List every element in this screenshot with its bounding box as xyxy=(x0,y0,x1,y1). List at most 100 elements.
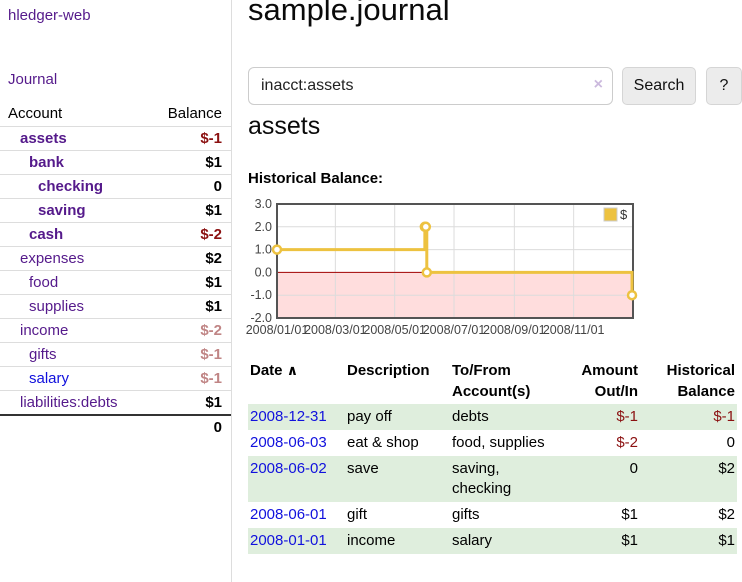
account-row: liabilities:debts $1 xyxy=(0,390,231,414)
account-link[interactable]: liabilities:debts xyxy=(20,394,118,411)
brand-link[interactable]: hledger-web xyxy=(8,7,91,24)
account-row: supplies $1 xyxy=(0,294,231,318)
sort-ascending-icon: ∧ xyxy=(286,362,299,378)
account-heading: assets xyxy=(248,112,321,140)
transaction-date-link[interactable]: 2008-06-03 xyxy=(250,434,327,451)
svg-text:2.0: 2.0 xyxy=(255,220,272,234)
transaction-date-link[interactable]: 2008-06-02 xyxy=(250,460,327,477)
svg-text:-2.0: -2.0 xyxy=(250,311,272,325)
account-link[interactable]: income xyxy=(20,322,69,339)
accounts-header-balance: Balance xyxy=(167,105,222,122)
account-balance: $1 xyxy=(205,394,222,411)
svg-text:0.0: 0.0 xyxy=(255,265,272,279)
transaction-date-cell: 2008-06-03 xyxy=(248,430,345,456)
svg-text:2008/05/01: 2008/05/01 xyxy=(363,323,426,337)
account-balance: $1 xyxy=(205,274,222,291)
transaction-amount: $1 xyxy=(621,506,638,523)
svg-text:$: $ xyxy=(620,207,628,222)
transaction-row: 2008-06-02 save saving, checking 0 $2 xyxy=(248,456,737,502)
search-input-wrapper: × xyxy=(248,67,613,105)
account-row: assets $-1 xyxy=(0,126,231,150)
svg-text:-1.0: -1.0 xyxy=(250,288,272,302)
column-header-balance: Historical Balance xyxy=(666,362,735,400)
help-button[interactable]: ? xyxy=(706,67,742,105)
column-header-date[interactable]: Date ∧ xyxy=(250,362,299,379)
account-balance: $-1 xyxy=(200,346,222,363)
register-table: Date ∧ Description To/From Account(s) Am… xyxy=(248,358,737,554)
account-link[interactable]: checking xyxy=(38,178,104,195)
transaction-accounts: gifts xyxy=(452,506,480,523)
account-balance: $1 xyxy=(205,202,222,219)
account-row: salary $-1 xyxy=(0,366,231,390)
column-header-accounts: To/From Account(s) xyxy=(452,362,531,400)
svg-text:2008/09/01: 2008/09/01 xyxy=(483,323,546,337)
transaction-accounts: food, supplies xyxy=(452,434,545,451)
account-link[interactable]: salary xyxy=(29,370,70,387)
transaction-row: 2008-01-01 income salary $1 $1 xyxy=(248,528,737,554)
transaction-row: 2008-06-01 gift gifts $1 $2 xyxy=(248,502,737,528)
transaction-balance: $-1 xyxy=(713,408,735,425)
accounts-table-header: Account Balance xyxy=(0,102,231,126)
account-balance: $1 xyxy=(205,154,222,171)
transaction-description: save xyxy=(347,460,379,477)
svg-text:2008/01/01: 2008/01/01 xyxy=(246,323,309,337)
account-balance: $-1 xyxy=(200,130,222,147)
transaction-balance: $1 xyxy=(718,532,735,549)
account-row: cash $-2 xyxy=(0,222,231,246)
accounts-table: Account Balance assets $-1 bank $1 checking 0… xyxy=(0,102,231,439)
search-button[interactable]: Search xyxy=(622,67,696,105)
transaction-amount: $1 xyxy=(621,532,638,549)
sidebar-item-journal[interactable]: Journal xyxy=(8,71,58,88)
account-link[interactable]: bank xyxy=(29,154,65,171)
clear-search-icon[interactable]: × xyxy=(593,76,603,93)
account-link[interactable]: assets xyxy=(20,130,67,147)
account-balance: $1 xyxy=(205,298,222,315)
transaction-date-link[interactable]: 2008-12-31 xyxy=(250,408,327,425)
account-row: checking 0 xyxy=(0,174,231,198)
account-link[interactable]: gifts xyxy=(29,346,57,363)
transaction-balance: $2 xyxy=(718,460,735,477)
account-balance: $-2 xyxy=(200,322,222,339)
account-row: food $1 xyxy=(0,270,231,294)
accounts-header-account: Account xyxy=(8,105,63,122)
transaction-description: income xyxy=(347,532,396,549)
account-link[interactable]: food xyxy=(29,274,59,291)
svg-text:2008/11/01: 2008/11/01 xyxy=(543,323,605,337)
accounts-total-row: 0 xyxy=(0,414,231,439)
account-row: income $-2 xyxy=(0,318,231,342)
accounts-total-value: 0 xyxy=(213,419,222,436)
account-link[interactable]: cash xyxy=(29,226,64,243)
transaction-date-link[interactable]: 2008-06-01 xyxy=(250,506,327,523)
main-content: sample.journal × Search ? assets Histori… xyxy=(246,0,742,582)
account-row: expenses $2 xyxy=(0,246,231,270)
svg-text:2008/03/01: 2008/03/01 xyxy=(304,323,367,337)
transaction-accounts: debts xyxy=(452,408,489,425)
search-bar: × Search ? xyxy=(248,67,742,105)
transaction-balance: 0 xyxy=(726,434,735,451)
accounts-list: assets $-1 bank $1 checking 0 saving $1 cash $-2 e… xyxy=(0,126,231,414)
sidebar: hledger-web Journal Account Balance asse… xyxy=(0,0,232,582)
transaction-balance: $2 xyxy=(718,506,735,523)
transaction-date-link[interactable]: 2008-01-01 xyxy=(250,532,327,549)
account-link[interactable]: supplies xyxy=(29,298,85,315)
transaction-description: eat & shop xyxy=(347,434,419,451)
account-balance: $-1 xyxy=(200,370,222,387)
svg-text:2008/07/01: 2008/07/01 xyxy=(423,323,486,337)
transaction-amount: $-2 xyxy=(616,434,638,451)
column-header-description: Description xyxy=(347,362,430,379)
account-link[interactable]: saving xyxy=(38,202,86,219)
transaction-date-cell: 2008-12-31 xyxy=(248,404,345,430)
page-title: sample.journal xyxy=(248,0,450,27)
historical-balance-chart[interactable]: $3.0 2.0 1.0 0.0 -1.0 -2.02008/01/012008/03/0… xyxy=(246,194,742,339)
search-input[interactable] xyxy=(248,67,613,105)
account-link[interactable]: expenses xyxy=(20,250,85,267)
transaction-accounts: salary xyxy=(452,532,493,549)
column-header-amount: Amount Out/In xyxy=(581,362,638,400)
account-balance: $2 xyxy=(205,250,222,267)
account-balance: $-2 xyxy=(200,226,222,243)
svg-text:3.0: 3.0 xyxy=(255,197,272,211)
account-balance: 0 xyxy=(213,178,222,195)
account-row: bank $1 xyxy=(0,150,231,174)
chart-title: Historical Balance: xyxy=(248,170,384,187)
